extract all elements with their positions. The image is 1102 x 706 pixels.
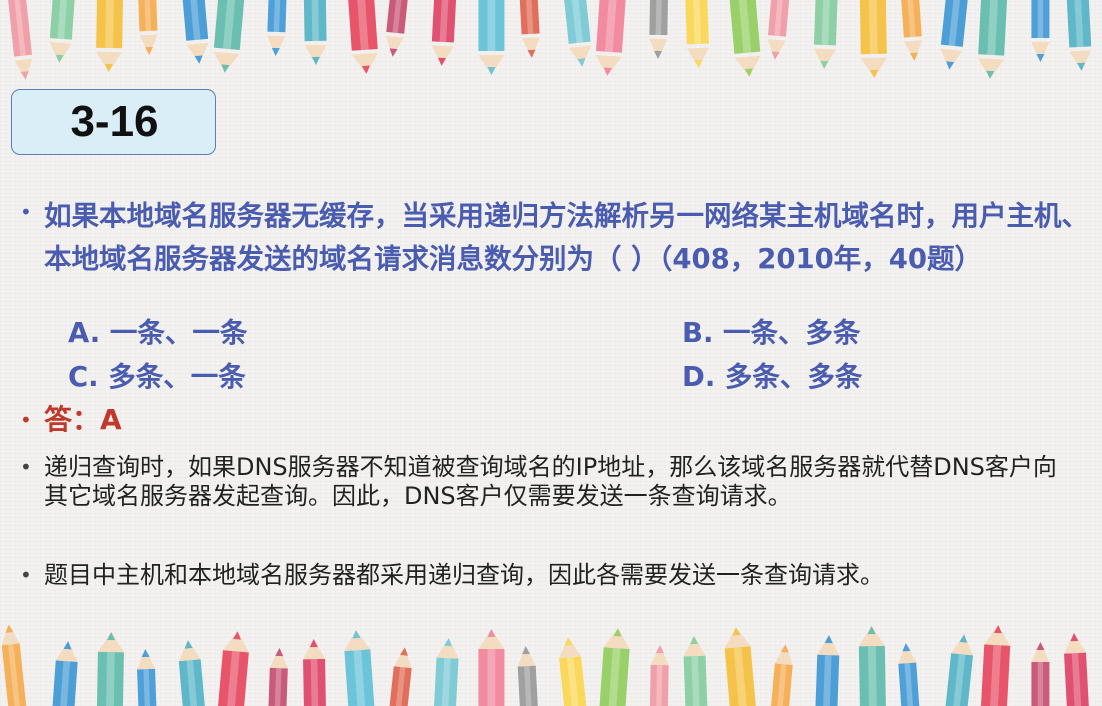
- pencils-bottom-icon: [1, 624, 1090, 706]
- slide-number-box: 3-16: [11, 89, 216, 155]
- question-text: 如果本地域名服务器无缓存，当采用递归方法解析另一网络某主机域名时，用户主机、本地…: [44, 200, 1089, 275]
- top-pencil-border: [0, 0, 1102, 82]
- option-d: D. 多条、多条: [682, 361, 863, 393]
- option-c: C. 多条、一条: [68, 361, 246, 393]
- slide-number: 3-16: [70, 97, 159, 146]
- explanation-bullet: •: [20, 455, 32, 479]
- answer-bullet: •: [20, 408, 32, 432]
- answer-text: 答：A: [44, 403, 122, 436]
- bottom-pencil-border: [0, 622, 1102, 706]
- option-a: A. 一条、一条: [68, 317, 248, 349]
- explanation-1: 递归查询时，如果DNS服务器不知道被查询域名的IP地址，那么该域名服务器就代替D…: [44, 453, 1057, 510]
- explanation-2: 题目中主机和本地域名服务器都采用递归查询，因此各需要发送一条查询请求。: [44, 561, 884, 589]
- pencils-top-icon: [7, 0, 1092, 80]
- option-b: B. 一条、多条: [682, 317, 861, 349]
- question-bullet: •: [20, 200, 32, 224]
- explanation-bullet: •: [20, 563, 32, 587]
